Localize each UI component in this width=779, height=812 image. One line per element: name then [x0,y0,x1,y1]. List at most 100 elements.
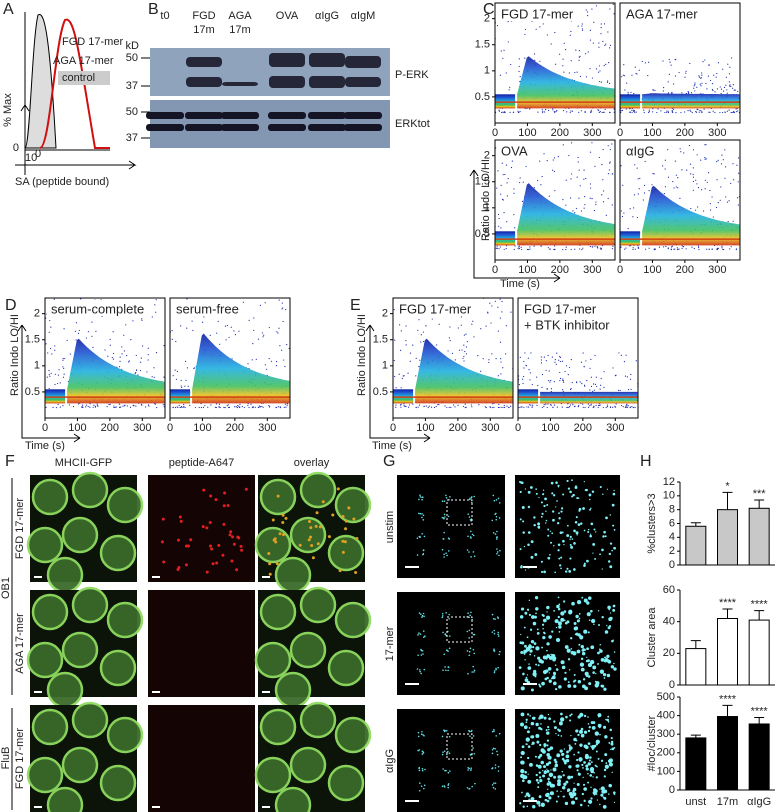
localization [567,525,569,527]
bar [686,649,706,685]
event-dot [473,336,474,337]
event-dot [521,406,522,407]
peptide-spot [240,549,243,552]
plot-title: serum-free [176,301,239,316]
localization [567,790,569,792]
localization [492,784,494,786]
event-dot [552,407,553,408]
localization [570,546,573,549]
event-dot [523,182,524,183]
localization [610,749,611,750]
localization [604,769,606,771]
event-dot [130,339,131,340]
event-dot [596,68,597,69]
x-tick-label: 300 [606,422,624,434]
event-dot [703,210,704,211]
event-dot [434,407,435,408]
event-dot [502,163,503,164]
localization [560,749,563,752]
event-dot [113,359,114,360]
localization [529,715,531,717]
localization [555,664,557,666]
localization [521,712,525,716]
event-dot [537,385,538,386]
event-dot [727,202,728,203]
localization [573,782,574,783]
localization [493,729,495,731]
localization [529,649,532,652]
y-tick-label: 1 [382,360,388,372]
localization [497,634,499,636]
event-dot [673,187,674,188]
localization [526,677,528,679]
event-dot [48,370,49,371]
event-dot [717,88,718,89]
event-dot [539,161,540,162]
event-dot [639,70,640,71]
event-dot [564,43,565,44]
localization [442,785,444,787]
localization [421,533,423,535]
event-dot [701,112,702,113]
event-dot [571,388,572,389]
localization [497,616,499,618]
event-dot [554,249,555,250]
event-dot [554,362,555,363]
event-dot [284,366,285,367]
localization [446,497,448,499]
event-dot [554,157,555,158]
y-tick-label: 12 [663,476,675,488]
event-dot [591,110,592,111]
event-dot [500,318,501,319]
event-dot [148,404,149,405]
lane-label: αIgM [351,10,376,22]
localization [471,671,473,673]
localization [538,659,542,663]
localization [588,529,590,531]
cell [256,528,290,562]
peptide-spot [233,543,236,546]
event-dot [612,248,613,249]
localization [423,735,425,737]
event-dot [727,64,728,65]
cell [291,518,325,552]
event-dot [609,47,610,48]
event-dot [591,386,592,387]
event-dot [716,77,717,78]
localization [444,634,446,636]
event-dot [497,245,498,246]
localization [611,550,613,552]
event-dot [210,404,211,405]
event-dot [627,376,628,377]
localization [525,721,527,723]
localization [603,796,605,798]
localization [495,735,497,737]
bar [718,510,738,565]
event-dot [727,93,728,94]
event-dot [591,111,592,112]
localization [608,607,611,610]
event-dot [556,364,557,365]
event-dot [524,58,525,59]
localization [547,789,548,790]
event-dot [237,405,238,406]
localization [442,632,444,634]
event-dot [546,370,547,371]
event-dot [574,249,575,250]
event-dot [662,165,663,166]
localization [612,504,615,507]
sr-image [397,475,505,578]
event-dot [508,178,509,179]
event-dot [681,248,682,249]
x-tick-label: αIgG [747,796,771,808]
event-dot [547,34,548,35]
event-dot [624,89,625,90]
event-dot [606,407,607,408]
localization [608,742,610,744]
event-dot [184,407,185,408]
event-dot [546,360,547,361]
event-dot [555,111,556,112]
localization [467,535,469,537]
image-bg [148,475,255,582]
localization [419,494,421,496]
